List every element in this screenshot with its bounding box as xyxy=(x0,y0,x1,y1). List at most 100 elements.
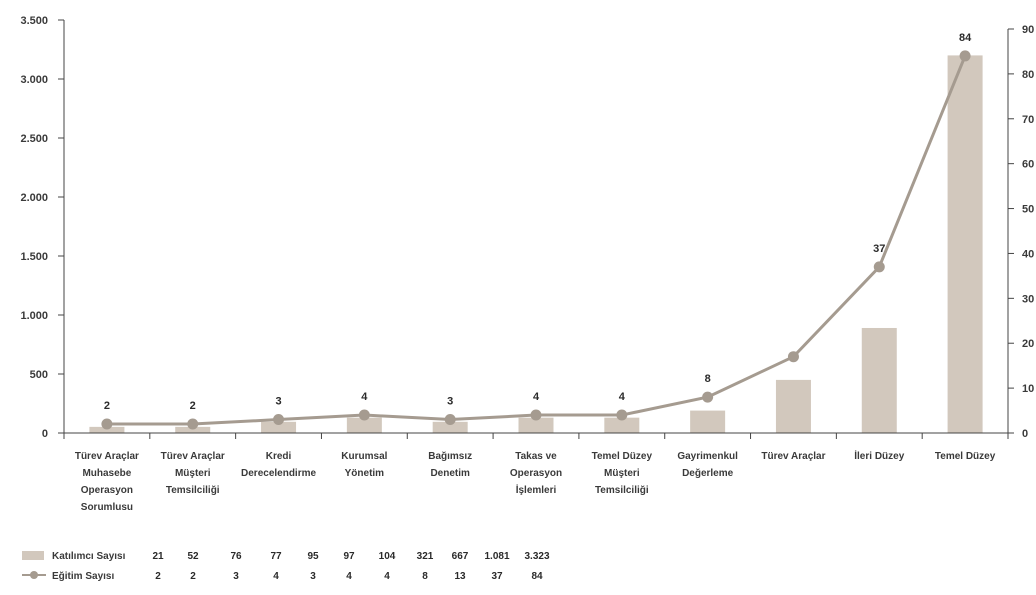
category-label-line: Temel Düzey xyxy=(592,451,653,462)
table-value: 2 xyxy=(190,571,196,582)
point-label: 4 xyxy=(619,391,626,403)
bar xyxy=(89,426,125,433)
category-label-line: Operasyon xyxy=(510,468,562,479)
table-value: 13 xyxy=(454,571,466,582)
left-tick-label: 500 xyxy=(30,369,48,381)
left-y-axis: 0 500 1.000 1.500 2.000 2.500 3.000 3.500 xyxy=(20,15,65,440)
category-label-line: Türev Araçlar xyxy=(161,451,225,462)
category-label: Türev Araçlar Müşteri Temsilciliği xyxy=(161,451,225,496)
line-point xyxy=(787,351,799,363)
point-label: 2 xyxy=(104,400,110,412)
bar xyxy=(346,417,382,433)
category-label: Takas ve Operasyon İşlemleri xyxy=(510,451,562,496)
category-label: Türev Araçlar Muhasebe Operasyon Sorumlusu xyxy=(75,451,139,513)
table-value: 52 xyxy=(187,551,199,562)
category-label-line: Kredi xyxy=(266,451,292,462)
right-tick-label: 50 xyxy=(1022,204,1034,216)
table-value: 4 xyxy=(273,571,279,582)
bar xyxy=(604,417,640,433)
point-label: 4 xyxy=(533,391,540,403)
point-label: 37 xyxy=(873,243,885,255)
bar xyxy=(518,417,554,433)
category-label-line: Kurumsal xyxy=(341,451,387,462)
bar xyxy=(947,55,983,434)
table-value: 97 xyxy=(343,551,355,562)
category-label-line: Müşteri xyxy=(604,468,640,479)
table-value: 8 xyxy=(422,571,428,582)
table-value: 3 xyxy=(233,571,239,582)
category-label: Temel Düzey xyxy=(935,451,996,462)
table-value: 37 xyxy=(491,571,503,582)
right-tick-label: 80 xyxy=(1022,69,1034,81)
line-point xyxy=(444,414,456,426)
left-tick-label: 3.500 xyxy=(20,15,48,27)
line-point xyxy=(959,50,971,62)
right-tick-label: 90 xyxy=(1022,24,1034,36)
category-label: Bağımsız Denetim xyxy=(428,451,472,479)
point-label: 2 xyxy=(190,400,196,412)
legend-bar-swatch xyxy=(22,551,44,560)
line-point xyxy=(101,418,113,430)
category-label: Gayrimenkul Değerleme xyxy=(677,451,738,479)
line-point xyxy=(873,261,885,273)
line-path xyxy=(106,55,967,426)
table-value: 667 xyxy=(452,551,469,562)
category-label-line: Sorumlusu xyxy=(81,502,133,513)
legend-label: Eğitim Sayısı xyxy=(52,571,114,582)
category-label-line: Temsilciliği xyxy=(595,485,649,496)
bar xyxy=(861,327,897,433)
left-tick-label: 0 xyxy=(42,428,48,440)
table-value: 2 xyxy=(155,571,161,582)
category-label-line: Değerleme xyxy=(682,468,734,479)
right-tick-label: 20 xyxy=(1022,338,1034,350)
category-label-line: Denetim xyxy=(430,468,470,479)
table-value: 3.323 xyxy=(524,551,549,562)
table-value: 4 xyxy=(346,571,352,582)
category-label-line: İleri Düzey xyxy=(854,449,904,462)
category-label-line: Operasyon xyxy=(81,485,133,496)
category-label-line: Derecelendirme xyxy=(241,468,316,479)
category-label: Temel Düzey Müşteri Temsilciliği xyxy=(592,451,653,496)
x-axis xyxy=(63,432,1009,439)
right-tick-label: 70 xyxy=(1022,114,1034,126)
right-tick-label: 10 xyxy=(1022,383,1034,395)
left-tick-label: 1.000 xyxy=(20,310,48,322)
left-tick-label: 2.500 xyxy=(20,133,48,145)
bar xyxy=(690,410,726,433)
category-label: Kurumsal Yönetim xyxy=(341,451,387,479)
point-label: 4 xyxy=(361,391,368,403)
line-point xyxy=(273,414,285,426)
line-point xyxy=(530,409,542,421)
point-label: 8 xyxy=(705,373,711,385)
table-value: 95 xyxy=(307,551,319,562)
table-value: 76 xyxy=(230,551,242,562)
point-label: 3 xyxy=(275,396,281,408)
category-label-line: Temsilciliği xyxy=(166,485,220,496)
legend-label: Katılımcı Sayısı xyxy=(52,551,126,562)
category-label-line: Türev Araçlar xyxy=(761,451,825,462)
right-tick-label: 60 xyxy=(1022,159,1034,171)
bar xyxy=(775,379,811,433)
right-y-axis: 0 10 20 30 40 50 60 70 80 90 xyxy=(1007,24,1034,440)
left-tick-label: 2.000 xyxy=(20,192,48,204)
table-value: 4 xyxy=(384,571,390,582)
table-value: 321 xyxy=(417,551,434,562)
bar xyxy=(175,426,211,433)
line-point xyxy=(702,391,714,403)
bar xyxy=(261,421,297,433)
line-series: 2 2 3 4 3 4 4 8 37 84 xyxy=(101,32,972,430)
legend-table: Katılımcı Sayısı Eğitim Sayısı 21 52 76 77 95 9… xyxy=(22,551,550,582)
right-tick-label: 0 xyxy=(1022,428,1028,440)
category-label-line: Müşteri xyxy=(175,468,211,479)
legend-line-marker xyxy=(30,571,38,579)
category-label-line: Takas ve xyxy=(515,451,557,462)
category-label-line: Muhasebe xyxy=(82,468,131,479)
line-point xyxy=(187,418,199,430)
line-point xyxy=(358,409,370,421)
table-value: 104 xyxy=(379,551,396,562)
category-label-line: Bağımsız xyxy=(428,451,472,462)
category-label: Türev Araçlar xyxy=(761,451,825,462)
left-tick-label: 1.500 xyxy=(20,251,48,263)
category-label-line: Yönetim xyxy=(345,468,385,479)
